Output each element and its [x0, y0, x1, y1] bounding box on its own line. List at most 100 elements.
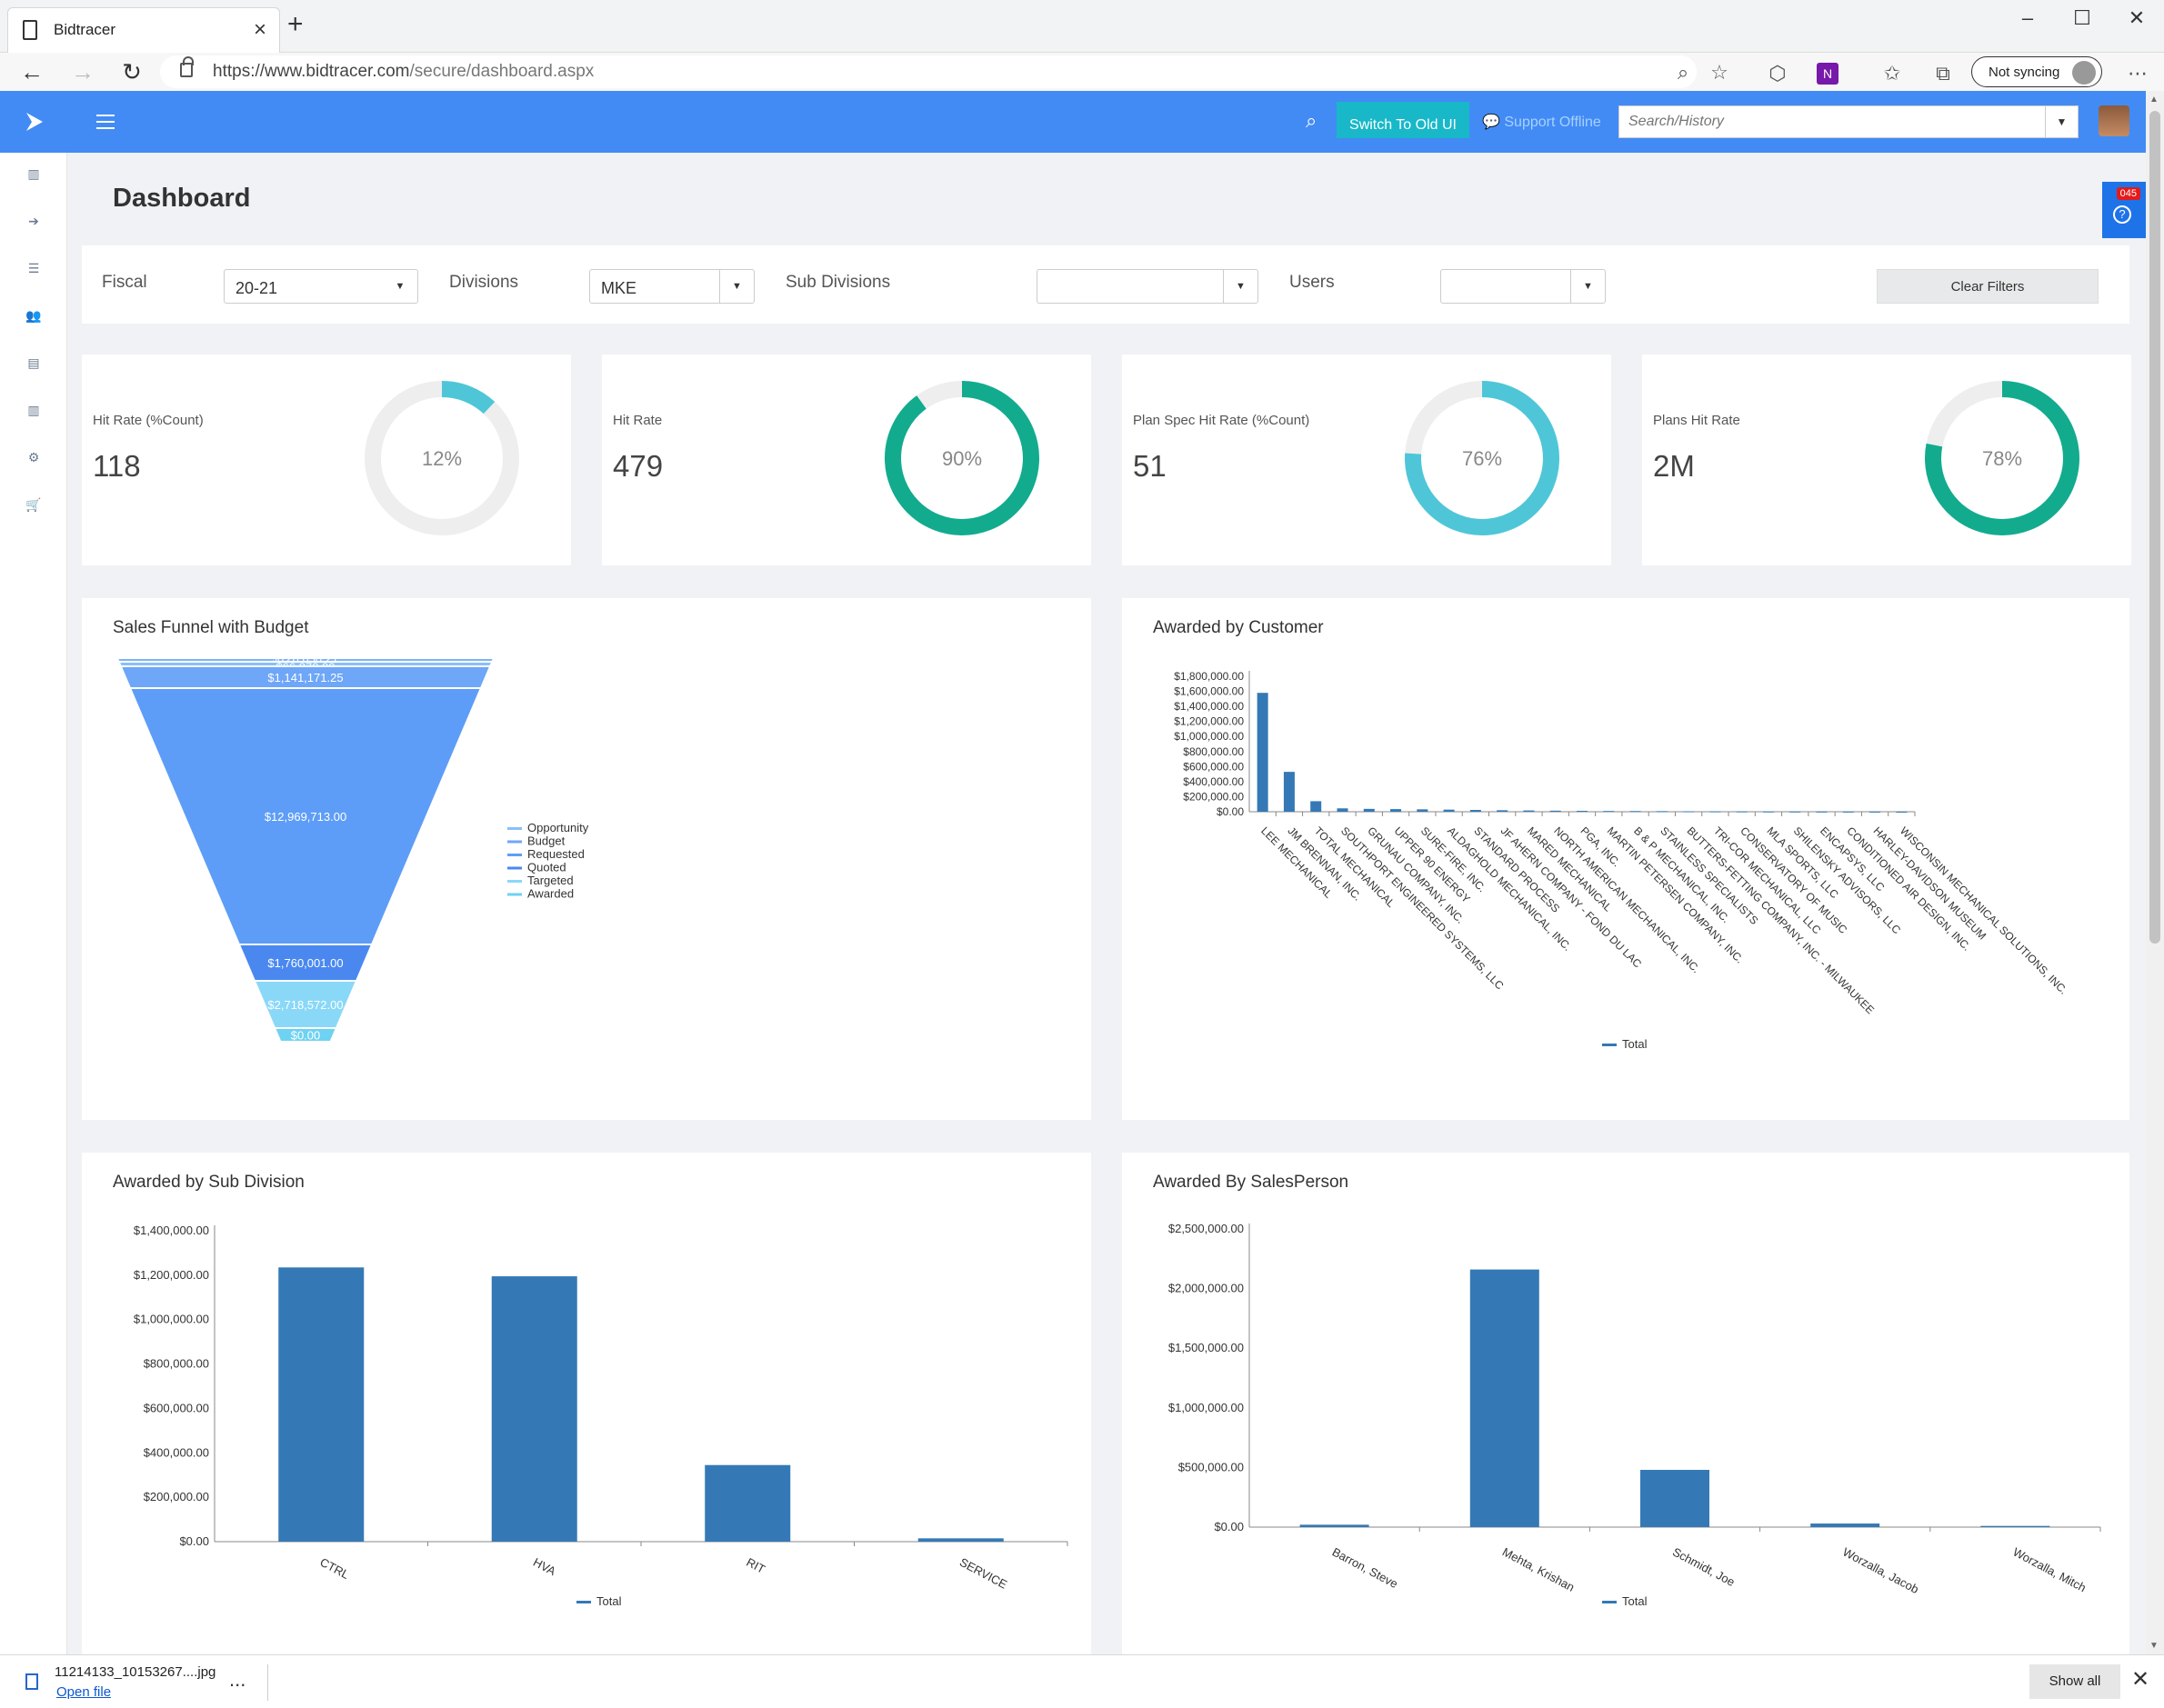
legend-entry: Quoted: [527, 861, 566, 874]
sidebar-document-icon[interactable]: ▤: [27, 355, 40, 370]
scroll-up-icon[interactable]: ▲: [2149, 95, 2159, 105]
divisions-select[interactable]: MKE ▼: [589, 269, 755, 304]
x-tick-label: SERVICE: [957, 1555, 1010, 1592]
x-tick-label: Barron, Steve: [1330, 1544, 1400, 1591]
refresh-icon[interactable]: ↻: [122, 57, 142, 85]
bar: [1390, 809, 1402, 812]
sidebar-users-icon[interactable]: 👥: [25, 308, 42, 323]
back-icon[interactable]: ←: [20, 57, 44, 85]
open-file-link[interactable]: Open file: [56, 1684, 112, 1700]
y-tick-label: $0.00: [179, 1534, 209, 1548]
bar: [1523, 810, 1535, 812]
legend-swatch: [576, 1601, 591, 1603]
bidtracer-logo[interactable]: [24, 111, 45, 133]
collections-icon[interactable]: ⧉: [1936, 62, 1950, 85]
bar: [1683, 811, 1695, 813]
y-tick-label: $0.00: [1214, 1520, 1244, 1533]
donut-percent-label: 76%: [1462, 447, 1502, 470]
support-status[interactable]: 💬 Support Offline: [1482, 115, 1601, 130]
sidebar-sign-in-icon[interactable]: ➔: [28, 214, 39, 228]
close-download-bar-icon[interactable]: ✕: [2131, 1667, 2150, 1692]
awarded-by-customer-card: Awarded by Customer $1,800,000.00 $1,600,…: [1122, 598, 2129, 1120]
bar: [1603, 811, 1615, 813]
chart-title: Awarded By SalesPerson: [1153, 1173, 1349, 1192]
y-tick-label: $1,200,000.00: [1174, 715, 1244, 728]
bar: [1789, 811, 1801, 813]
y-tick-label: $200,000.00: [144, 1490, 209, 1503]
chevron-down-icon[interactable]: ▼: [2045, 106, 2078, 137]
bar: [1762, 811, 1774, 813]
search-history-input[interactable]: [1619, 106, 2043, 137]
help-widget[interactable]: 045 ?: [2102, 182, 2146, 238]
filters-panel: Fiscal 20-21 ▼ Divisions MKE ▼ Sub Divis…: [82, 245, 2129, 324]
sidebar-report-icon[interactable]: ▥: [27, 403, 40, 417]
hamburger-menu-icon[interactable]: [96, 115, 115, 129]
window-close-icon[interactable]: ✕: [2128, 6, 2146, 29]
x-tick-label: Worzalla, Mitch: [2010, 1544, 2088, 1594]
divisions-value: MKE: [601, 279, 637, 297]
onenote-icon[interactable]: N: [1817, 63, 1838, 85]
y-tick-label: $1,000,000.00: [1174, 730, 1244, 743]
chevron-down-icon: ▼: [719, 270, 754, 303]
new-tab-icon[interactable]: +: [287, 9, 304, 39]
bar: [1549, 810, 1561, 812]
close-tab-icon[interactable]: ×: [253, 17, 266, 42]
x-tick-label: RIT: [745, 1555, 768, 1576]
switch-to-old-ui-button[interactable]: Switch To Old UI: [1337, 102, 1469, 138]
user-avatar[interactable]: [2099, 105, 2129, 136]
window-controls: – ☐ ✕: [2000, 0, 2164, 36]
funnel-value-label: $1,760,001.00: [267, 956, 343, 970]
donut-progress: [1405, 381, 1559, 535]
url-field[interactable]: https://www.bidtracer.com/secure/dashboa…: [160, 55, 1728, 88]
profile-sync-button[interactable]: Not syncing: [1971, 56, 2102, 87]
sidebar-list-icon[interactable]: ☰: [27, 261, 40, 275]
legend-entry: Targeted: [527, 874, 574, 887]
funnel-value-label: $0.00: [291, 1029, 321, 1043]
x-tick-label: Mehta, Krishan: [1500, 1544, 1577, 1593]
legend-entry: Opportunity: [527, 821, 589, 834]
zoom-icon[interactable]: ⌕: [1677, 61, 1689, 84]
legend-swatch: [507, 893, 522, 896]
bar: [1283, 772, 1295, 812]
chart-title: Awarded by Customer: [1153, 618, 1324, 637]
sidebar-chart-icon[interactable]: ▥: [27, 166, 40, 181]
scroll-down-icon[interactable]: ▼: [2149, 1641, 2159, 1651]
divider: [267, 1664, 268, 1701]
bar: [1469, 1269, 1539, 1527]
y-tick-label: $1,200,000.00: [134, 1268, 209, 1282]
users-select[interactable]: ▼: [1440, 269, 1606, 304]
legend-swatch: [507, 854, 522, 856]
search-icon[interactable]: ⌕: [1306, 109, 1317, 132]
awarded-by-subdivision-card: Awarded by Sub Division $1,400,000.00 $1,…: [82, 1153, 1091, 1654]
download-filename[interactable]: 11214133_10153267....jpg: [55, 1664, 216, 1680]
lock-icon: [180, 56, 194, 77]
kpi-value: 118: [93, 449, 141, 483]
bar: [1656, 811, 1668, 813]
legend-swatch: [507, 880, 522, 883]
extension-icon[interactable]: ⬡: [1768, 62, 1787, 85]
url-text[interactable]: https://www.bidtracer.com/secure/dashboa…: [213, 62, 595, 81]
show-all-button[interactable]: Show all: [2029, 1664, 2120, 1699]
y-tick-label: $400,000.00: [1183, 775, 1244, 788]
subdivisions-select[interactable]: ▼: [1037, 269, 1258, 304]
bar: [278, 1267, 365, 1542]
favorite-star-icon[interactable]: ☆: [1710, 61, 1728, 84]
awarded-by-subdivision-chart: $1,400,000.00 $1,200,000.00 $1,000,000.00 $…: [134, 1224, 1068, 1608]
scroll-thumb[interactable]: [2149, 111, 2160, 944]
bar: [1577, 811, 1588, 813]
x-tick-label: Worzalla, Jacob: [1840, 1544, 1920, 1596]
download-more-icon[interactable]: ...: [229, 1668, 246, 1691]
kpi-card: Hit Rate (%Count) 118 12%: [82, 355, 571, 565]
maximize-icon[interactable]: ☐: [2073, 6, 2091, 29]
tab-title: Bidtracer: [54, 21, 116, 38]
browser-tab[interactable]: Bidtracer ×: [7, 7, 280, 53]
page-scrollbar[interactable]: ▲ ▼: [2146, 91, 2164, 1654]
favorites-icon[interactable]: ✩: [1883, 62, 1901, 85]
sidebar-gear-icon[interactable]: ⚙: [27, 450, 40, 464]
more-menu-icon[interactable]: ⋯: [2128, 62, 2148, 85]
fiscal-select[interactable]: 20-21 ▼: [224, 269, 418, 304]
clear-filters-button[interactable]: Clear Filters: [1877, 269, 2099, 304]
chevron-down-icon: ▼: [1570, 270, 1605, 303]
minimize-icon[interactable]: –: [2021, 6, 2034, 29]
sidebar-cart-icon[interactable]: 🛒: [25, 497, 42, 512]
